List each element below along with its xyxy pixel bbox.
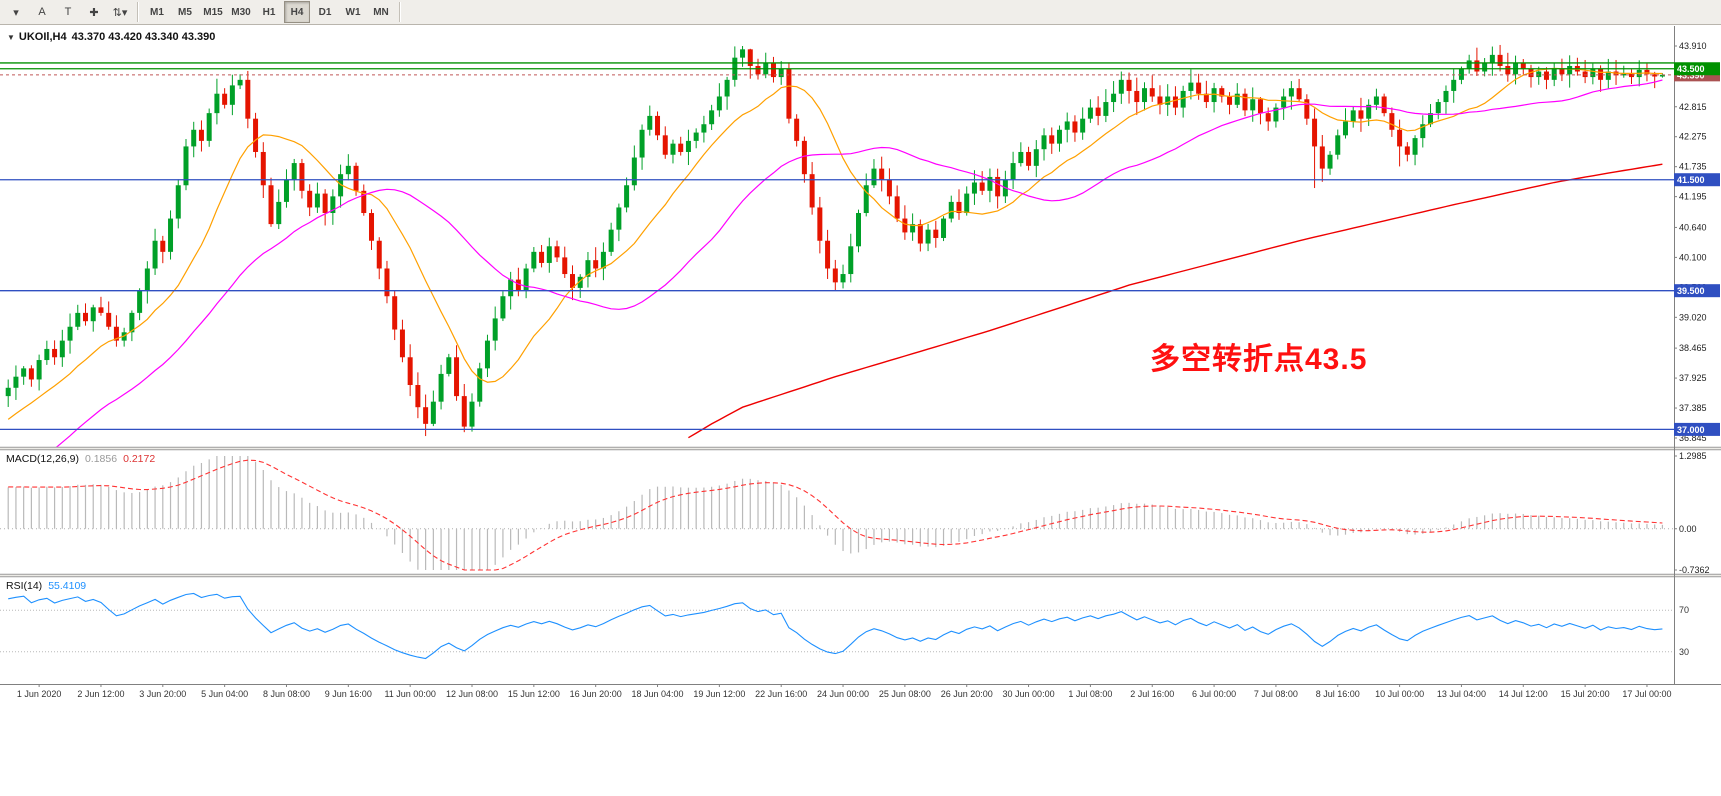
svg-text:25 Jun 08:00: 25 Jun 08:00: [879, 689, 931, 699]
svg-text:10 Jul 00:00: 10 Jul 00:00: [1375, 689, 1424, 699]
insert-text-button[interactable]: T: [64, 6, 72, 18]
annotation-text[interactable]: 多空转折点43.5: [1150, 343, 1368, 376]
rsi-panel: [0, 592, 1674, 660]
svg-text:43.500: 43.500: [1677, 64, 1705, 74]
timeframe-mn-button[interactable]: MN: [373, 6, 389, 18]
price-panel: [0, 44, 1674, 447]
svg-text:24 Jun 00:00: 24 Jun 00:00: [817, 689, 869, 699]
svg-text:19 Jun 12:00: 19 Jun 12:00: [693, 689, 745, 699]
toolbar-separator-2: [399, 2, 401, 22]
svg-text:18 Jun 04:00: 18 Jun 04:00: [631, 689, 683, 699]
timeframe-m1-button[interactable]: M1: [150, 6, 164, 18]
svg-text:41.500: 41.500: [1677, 175, 1705, 185]
svg-text:26 Jun 20:00: 26 Jun 20:00: [941, 689, 993, 699]
svg-text:37.925: 37.925: [1679, 373, 1707, 383]
toolbar: ▾ A T ✚ ⇅▾ M1 M5 M15 M30 H1 H4 D1 W1 MN: [0, 0, 1721, 25]
svg-text:5 Jun 04:00: 5 Jun 04:00: [201, 689, 248, 699]
collapse-arrow-icon[interactable]: ▼: [7, 33, 15, 42]
svg-text:1 Jul 08:00: 1 Jul 08:00: [1068, 689, 1112, 699]
svg-text:42.815: 42.815: [1679, 102, 1707, 112]
svg-text:38.465: 38.465: [1679, 343, 1707, 353]
toolbar-separator: [137, 2, 139, 22]
price-tag-43.500: 43.500: [1674, 62, 1720, 76]
svg-text:14 Jul 12:00: 14 Jul 12:00: [1499, 689, 1548, 699]
svg-text:13 Jul 04:00: 13 Jul 04:00: [1437, 689, 1486, 699]
svg-text:16 Jun 20:00: 16 Jun 20:00: [570, 689, 622, 699]
chart-template-dropdown[interactable]: ▾: [13, 6, 19, 19]
svg-text:41.735: 41.735: [1679, 162, 1707, 172]
timeframe-m5-button[interactable]: M5: [178, 6, 192, 18]
svg-text:2 Jun 12:00: 2 Jun 12:00: [77, 689, 124, 699]
svg-text:43.910: 43.910: [1679, 41, 1707, 51]
price-tag-39.500: 39.500: [1674, 284, 1720, 298]
svg-text:30: 30: [1679, 647, 1689, 657]
svg-text:30 Jun 00:00: 30 Jun 00:00: [1003, 689, 1055, 699]
svg-text:8 Jun 08:00: 8 Jun 08:00: [263, 689, 310, 699]
svg-text:1.2985: 1.2985: [1679, 451, 1707, 461]
svg-text:36.845: 36.845: [1679, 433, 1707, 443]
svg-text:8 Jul 16:00: 8 Jul 16:00: [1316, 689, 1360, 699]
price-tag-41.500: 41.500: [1674, 173, 1720, 187]
price-tag-37.000: 37.000: [1674, 422, 1720, 436]
svg-text:17 Jul 00:00: 17 Jul 00:00: [1622, 689, 1671, 699]
svg-text:11 Jun 00:00: 11 Jun 00:00: [384, 689, 435, 699]
svg-text:43.390: 43.390: [1677, 70, 1705, 80]
timeframe-d1-button[interactable]: D1: [318, 6, 332, 18]
svg-text:12 Jun 08:00: 12 Jun 08:00: [446, 689, 498, 699]
svg-text:9 Jun 16:00: 9 Jun 16:00: [325, 689, 372, 699]
svg-text:41.195: 41.195: [1679, 192, 1707, 202]
timeframe-w1-button[interactable]: W1: [345, 6, 361, 18]
svg-text:1 Jun 2020: 1 Jun 2020: [17, 689, 62, 699]
svg-text:-0.7362: -0.7362: [1679, 565, 1710, 575]
insert-arrow-a-button[interactable]: A: [38, 6, 46, 18]
svg-text:40.640: 40.640: [1679, 222, 1707, 232]
svg-text:3 Jun 20:00: 3 Jun 20:00: [139, 689, 186, 699]
svg-text:70: 70: [1679, 605, 1689, 615]
svg-text:15 Jul 20:00: 15 Jul 20:00: [1561, 689, 1610, 699]
svg-text:6 Jul 00:00: 6 Jul 00:00: [1192, 689, 1236, 699]
svg-text:42.275: 42.275: [1679, 132, 1707, 142]
svg-text:0.00: 0.00: [1679, 524, 1697, 534]
svg-text:39.500: 39.500: [1677, 286, 1705, 296]
crosshair-button[interactable]: ✚: [89, 6, 99, 19]
timeframe-h4-button[interactable]: H4: [284, 1, 310, 23]
svg-text:39.020: 39.020: [1679, 312, 1707, 322]
macd-panel: [0, 456, 1674, 571]
timeframe-group: M1 M5 M15 M30 H1 H4 D1 W1 MN: [143, 0, 395, 24]
svg-text:2 Jul 16:00: 2 Jul 16:00: [1130, 689, 1174, 699]
timeframe-m30-button[interactable]: M30: [231, 6, 251, 18]
toolbar-left-group: ▾ A T ✚ ⇅▾: [3, 0, 133, 24]
svg-text:22 Jun 16:00: 22 Jun 16:00: [755, 689, 807, 699]
timeframe-m15-button[interactable]: M15: [203, 6, 223, 18]
svg-text:7 Jul 08:00: 7 Jul 08:00: [1254, 689, 1298, 699]
scale-tools-dropdown[interactable]: ⇅▾: [112, 6, 128, 19]
svg-text:37.000: 37.000: [1677, 425, 1705, 435]
timeframe-h1-button[interactable]: H1: [262, 6, 276, 18]
svg-text:15 Jun 12:00: 15 Jun 12:00: [508, 689, 560, 699]
svg-text:40.100: 40.100: [1679, 252, 1707, 262]
svg-text:37.385: 37.385: [1679, 403, 1707, 413]
